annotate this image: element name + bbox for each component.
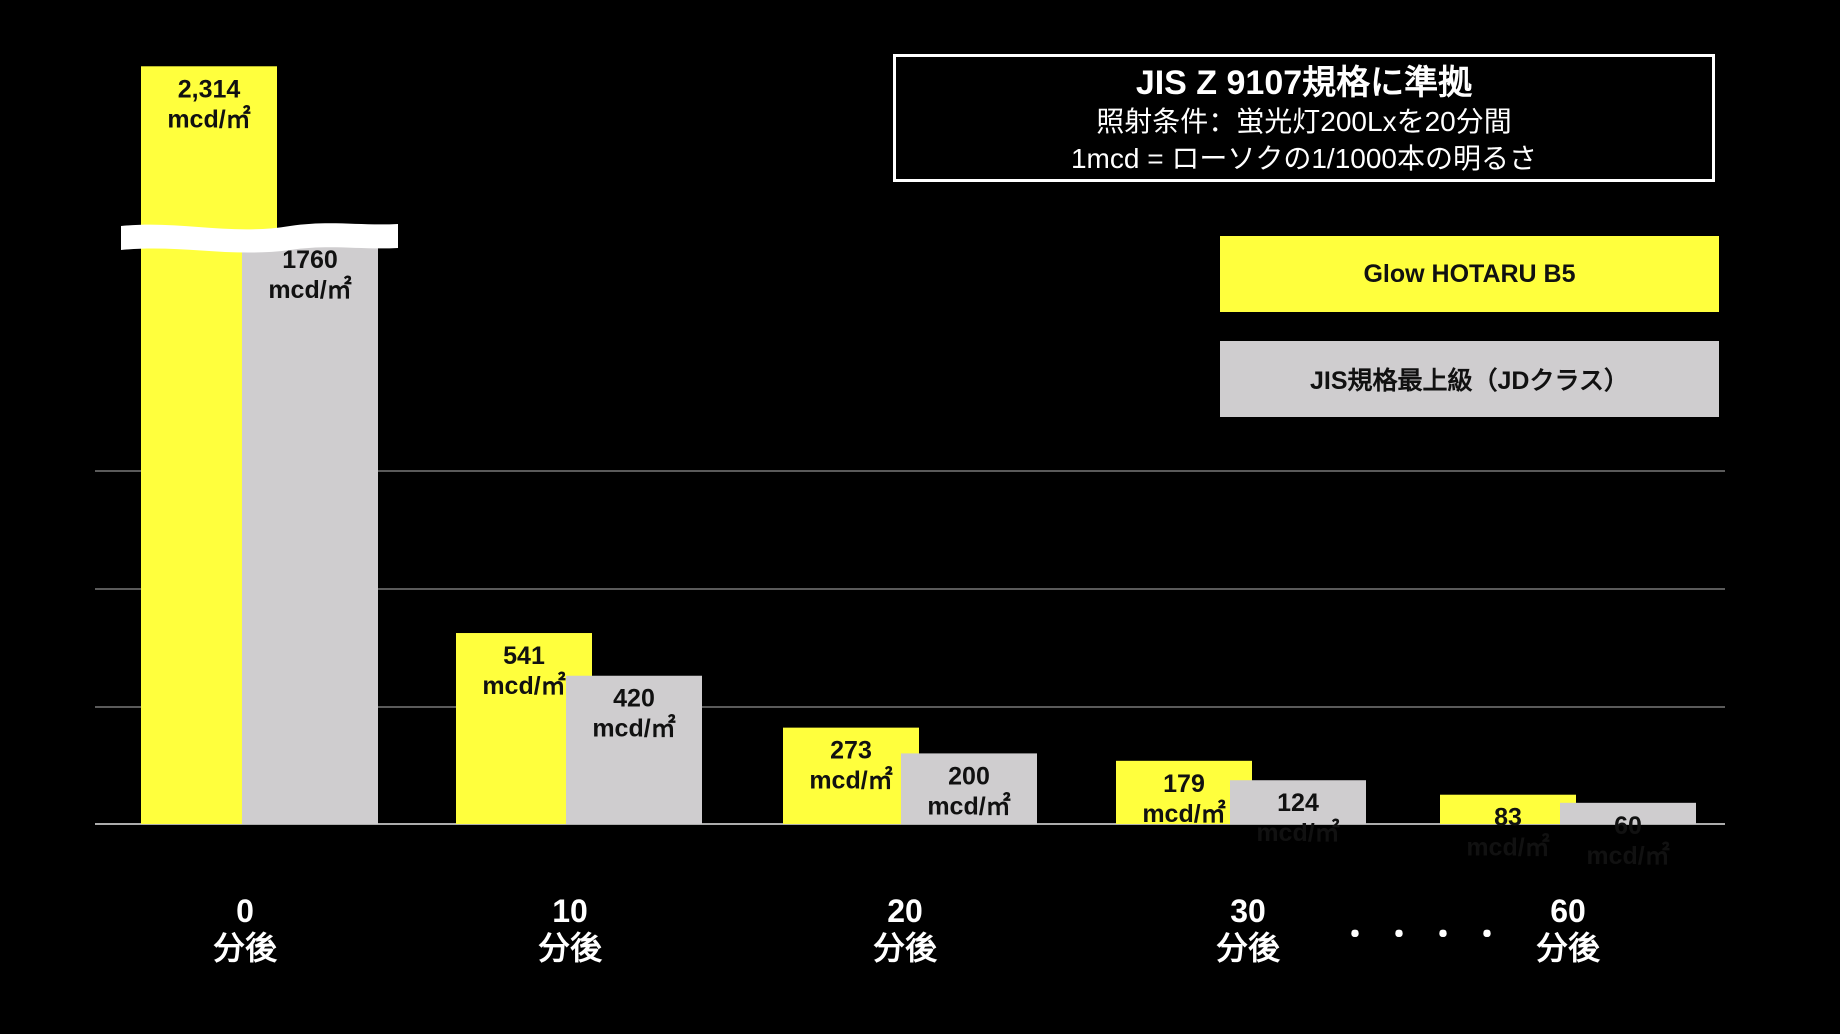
x-tick-unit: 分後 bbox=[872, 930, 937, 966]
x-tick-number: 20 bbox=[887, 893, 923, 929]
axis-break-mark bbox=[121, 223, 398, 253]
bar-jis-jd-60 bbox=[1560, 802, 1696, 824]
bar-jis-jd-10 bbox=[566, 675, 702, 824]
x-tick-label-10: 10 分後 bbox=[490, 893, 650, 967]
x-tick-unit: 分後 bbox=[537, 930, 602, 966]
data-label-unit: mcd/㎡ bbox=[927, 791, 1010, 820]
x-tick-label-30: 30 分後 bbox=[1168, 893, 1328, 967]
ellipsis-dots: ・・・・ bbox=[1340, 919, 1516, 952]
data-label-value: 60 bbox=[1614, 812, 1642, 840]
data-label-value: 541 bbox=[503, 642, 545, 670]
bar-jis-jd-20 bbox=[901, 753, 1037, 824]
x-tick-unit: 分後 bbox=[212, 930, 277, 966]
data-label-unit: mcd/㎡ bbox=[1586, 841, 1669, 870]
bar-glow-hotaru-30 bbox=[1116, 760, 1252, 824]
data-label-value: 2,314 bbox=[178, 75, 241, 103]
info-title: JIS Z 9107規格に準拠 bbox=[1135, 64, 1473, 102]
legend-label-glow-hotaru: Glow HOTARU B5 bbox=[1363, 259, 1576, 288]
x-tick-label-60: 60 分後 bbox=[1488, 893, 1648, 967]
data-label-unit: mcd/㎡ bbox=[268, 275, 351, 304]
x-tick-number: 30 bbox=[1230, 893, 1266, 929]
data-label-unit: mcd/㎡ bbox=[592, 714, 675, 743]
data-label-value: 83 bbox=[1494, 804, 1522, 832]
x-tick-number: 10 bbox=[552, 893, 588, 929]
bar-glow-hotaru-20 bbox=[783, 727, 919, 824]
legend-label-jis-jd: JIS規格最上級（JDクラス） bbox=[1310, 367, 1629, 395]
data-label-unit: mcd/㎡ bbox=[1142, 799, 1225, 828]
x-tick-label-0: 0 分後 bbox=[165, 893, 325, 967]
data-label-unit: mcd/㎡ bbox=[482, 671, 565, 700]
bar-jis-jd-30 bbox=[1230, 780, 1366, 824]
data-label-unit: mcd/㎡ bbox=[167, 104, 250, 133]
data-label-unit: mcd/㎡ bbox=[1256, 818, 1339, 847]
info-condition: 照射条件：蛍光灯200Lxを20分間 bbox=[1096, 106, 1512, 137]
x-tick-unit: 分後 bbox=[1215, 930, 1280, 966]
data-label-value: 420 bbox=[613, 685, 655, 713]
x-tick-number: 60 bbox=[1550, 893, 1586, 929]
data-label-value: 124 bbox=[1277, 789, 1319, 817]
info-box: JIS Z 9107規格に準拠 照射条件：蛍光灯200Lxを20分間 1mcd … bbox=[893, 54, 1715, 182]
data-label-value: 1760 bbox=[282, 246, 338, 274]
x-tick-unit: 分後 bbox=[1535, 930, 1600, 966]
bar-glow-hotaru-60 bbox=[1440, 794, 1576, 824]
data-label-unit: mcd/㎡ bbox=[1466, 833, 1549, 862]
bar-jis-jd-0 bbox=[242, 236, 378, 825]
legend-item-jis-jd: JIS規格最上級（JDクラス） bbox=[1220, 341, 1719, 417]
x-tick-number: 0 bbox=[236, 893, 254, 929]
data-label-unit: mcd/㎡ bbox=[809, 766, 892, 795]
legend-item-glow-hotaru: Glow HOTARU B5 bbox=[1220, 236, 1719, 312]
x-tick-label-20: 20 分後 bbox=[825, 893, 985, 967]
data-label-value: 200 bbox=[948, 762, 990, 790]
info-definition: 1mcd = ローソクの1/1000本の明るさ bbox=[1070, 143, 1538, 174]
data-label-value: 179 bbox=[1163, 770, 1205, 798]
data-label-value: 273 bbox=[830, 737, 872, 765]
